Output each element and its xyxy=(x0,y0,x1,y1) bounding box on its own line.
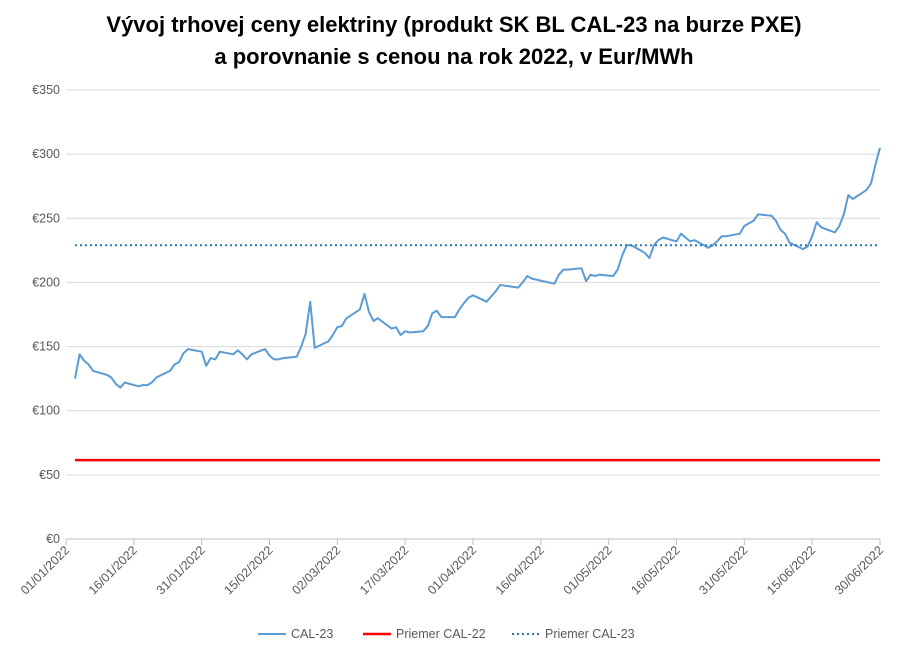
legend-label-3: Priemer CAL-23 xyxy=(545,627,635,641)
y-tick-label: €150 xyxy=(32,340,60,354)
series-line-1 xyxy=(74,147,881,389)
legend-label-1: CAL-23 xyxy=(291,627,333,641)
series-group xyxy=(74,147,881,462)
x-tick-label: 31/01/2022 xyxy=(154,543,208,597)
chart-title-line-1: Vývoj trhovej ceny elektriny (produkt SK… xyxy=(106,12,802,37)
y-tick-label: €350 xyxy=(32,83,60,97)
x-tick-label: 17/03/2022 xyxy=(357,543,411,597)
x-tick-label: 16/01/2022 xyxy=(86,543,140,597)
gridlines xyxy=(66,89,880,476)
legend-label-2: Priemer CAL-22 xyxy=(396,627,486,641)
x-tick-label: 15/02/2022 xyxy=(221,543,275,597)
chart-title-line-2: a porovnanie s cenou na rok 2022, v Eur/… xyxy=(214,44,694,69)
x-tick-label: 15/06/2022 xyxy=(764,543,818,597)
y-tick-label: €200 xyxy=(32,275,60,289)
x-tick-label: 16/04/2022 xyxy=(493,543,547,597)
x-tick-label: 16/05/2022 xyxy=(628,543,682,597)
y-tick-label: €50 xyxy=(39,468,60,482)
axes: €0 €50 €100 €150 €200 €250 €300 €350 01/01/2022 1… xyxy=(18,83,886,597)
x-tick-label: 31/05/2022 xyxy=(696,543,750,597)
x-tick-label: 30/06/2022 xyxy=(832,543,886,597)
x-tick-label: 01/05/2022 xyxy=(561,543,615,597)
legend: CAL-23 Priemer CAL-22 Priemer CAL-23 xyxy=(258,627,635,641)
y-tick-label: €250 xyxy=(32,211,60,225)
y-tick-label: €300 xyxy=(32,147,60,161)
x-tick-label: 01/04/2022 xyxy=(425,543,479,597)
y-tick-label: €100 xyxy=(32,404,60,418)
y-tick-label: €0 xyxy=(46,532,60,546)
x-tick-label: 01/01/2022 xyxy=(18,543,72,597)
x-tick-label: 02/03/2022 xyxy=(289,543,343,597)
